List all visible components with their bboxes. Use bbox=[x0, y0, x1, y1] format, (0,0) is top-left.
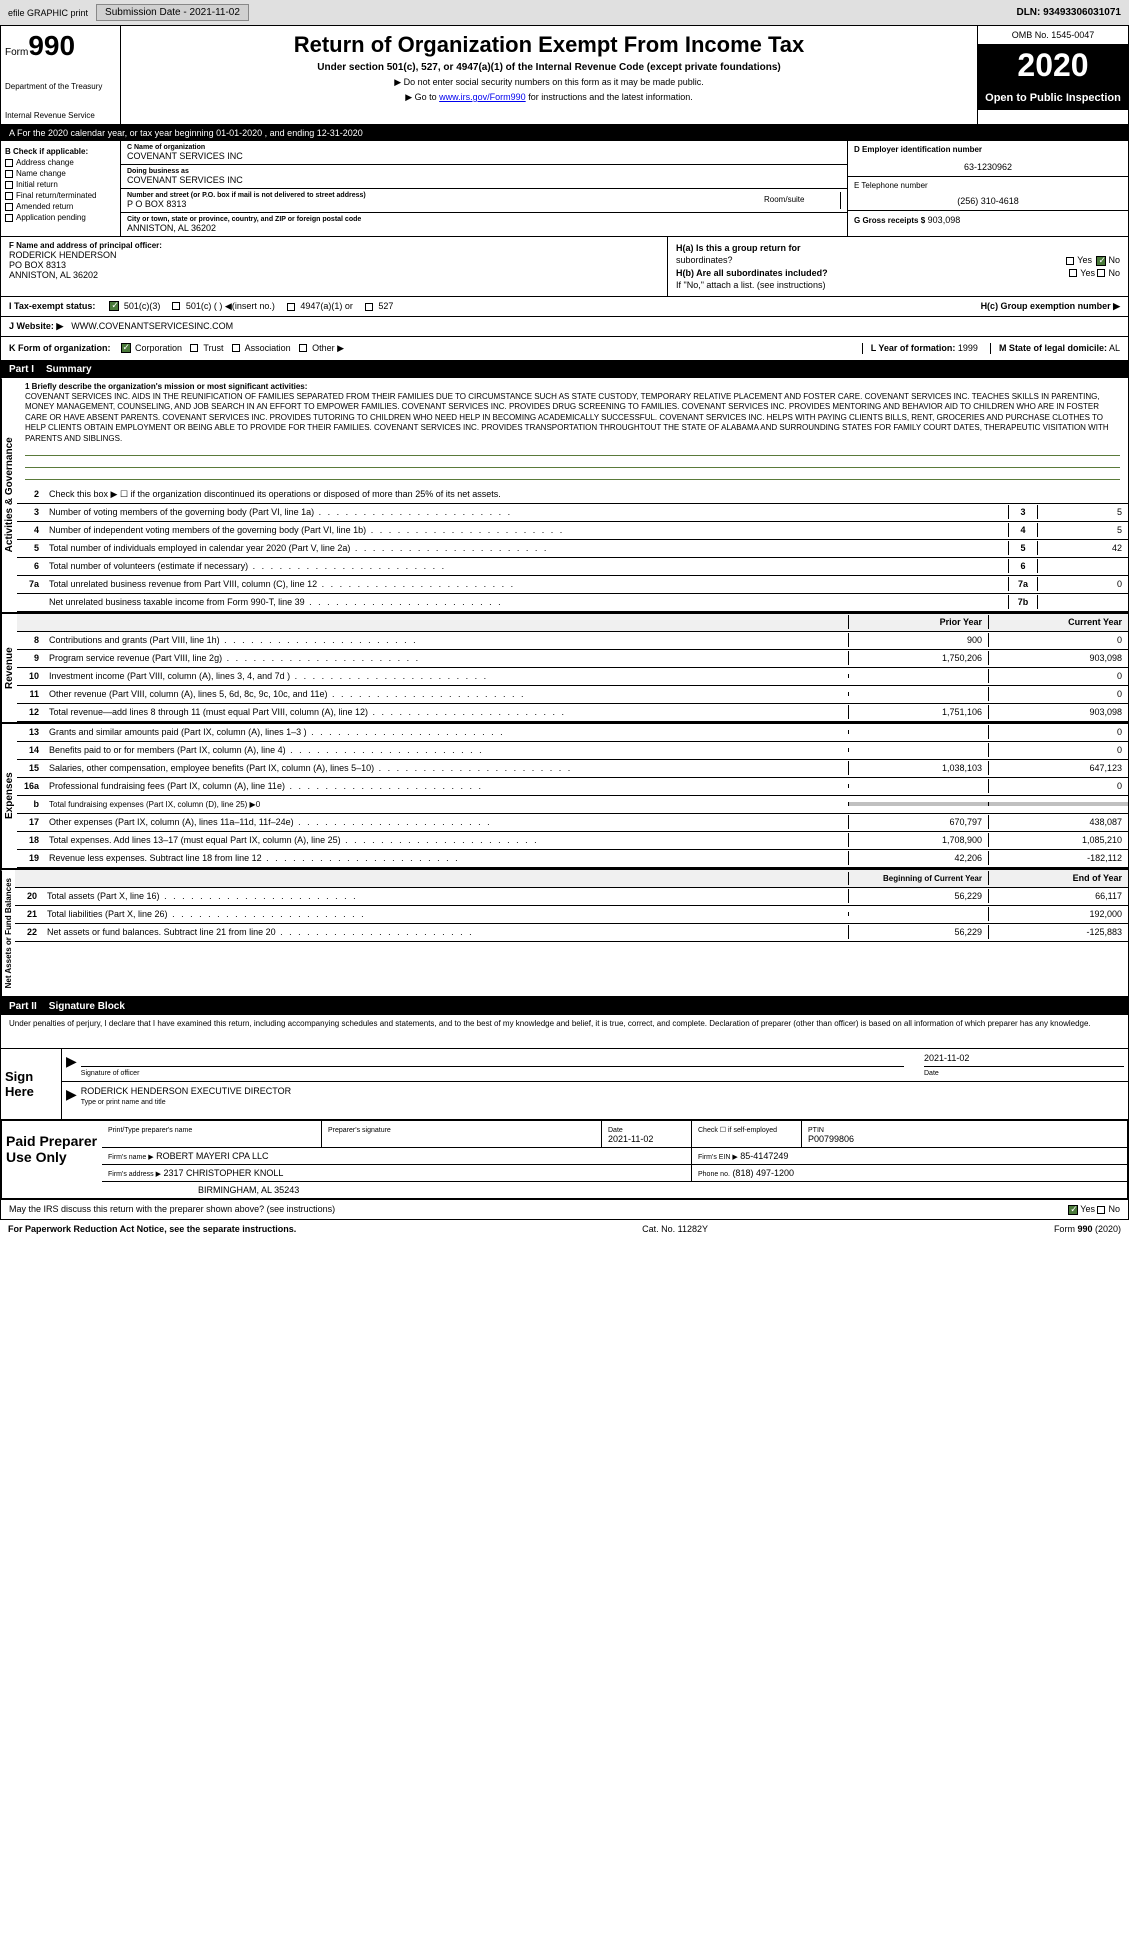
submission-date-button[interactable]: Submission Date - 2021-11-02 bbox=[96, 4, 249, 21]
instr-ssn: ▶ Do not enter social security numbers o… bbox=[127, 77, 971, 88]
form-title: Return of Organization Exempt From Incom… bbox=[127, 32, 971, 58]
officer-label: F Name and address of principal officer: bbox=[9, 241, 659, 250]
efile-label: efile GRAPHIC print bbox=[8, 8, 88, 18]
chk-name[interactable]: Name change bbox=[5, 169, 116, 178]
form-subtitle: Under section 501(c), 527, or 4947(a)(1)… bbox=[127, 62, 971, 73]
data-line: 20Total assets (Part X, line 16)56,22966… bbox=[15, 888, 1128, 906]
mission-label: 1 Briefly describe the organization's mi… bbox=[25, 382, 307, 391]
part1-title: Summary bbox=[46, 364, 92, 375]
footer-right: Form 990 (2020) bbox=[1054, 1224, 1121, 1234]
data-line: bTotal fundraising expenses (Part IX, co… bbox=[17, 796, 1128, 814]
data-line: 15Salaries, other compensation, employee… bbox=[17, 760, 1128, 778]
footer-mid: Cat. No. 11282Y bbox=[642, 1224, 708, 1234]
phone-label: E Telephone number bbox=[854, 181, 1122, 190]
officer-name: RODERICK HENDERSON bbox=[9, 250, 659, 260]
gov-line: 3Number of voting members of the governi… bbox=[17, 504, 1128, 522]
data-line: 12Total revenue—add lines 8 through 11 (… bbox=[17, 704, 1128, 722]
chk-address[interactable]: Address change bbox=[5, 158, 116, 167]
data-line: 19Revenue less expenses. Subtract line 1… bbox=[17, 850, 1128, 868]
phone-value: (256) 310-4618 bbox=[854, 196, 1122, 206]
paid-preparer-label: Paid Preparer Use Only bbox=[2, 1121, 102, 1198]
gov-line: Net unrelated business taxable income fr… bbox=[17, 594, 1128, 612]
declaration: Under penalties of perjury, I declare th… bbox=[1, 1015, 1128, 1032]
city-value: ANNISTON, AL 36202 bbox=[127, 223, 841, 233]
chk-initial[interactable]: Initial return bbox=[5, 180, 116, 189]
gross-label: G Gross receipts $ bbox=[854, 216, 925, 225]
ein-label: D Employer identification number bbox=[854, 145, 1122, 154]
chk-amended[interactable]: Amended return bbox=[5, 202, 116, 211]
ha-no-checked[interactable] bbox=[1096, 256, 1106, 266]
data-line: 21Total liabilities (Part X, line 26)192… bbox=[15, 906, 1128, 924]
data-line: 9Program service revenue (Part VIII, lin… bbox=[17, 650, 1128, 668]
dln-label: DLN: 93493306031071 bbox=[1016, 7, 1121, 18]
form-number: 990 bbox=[28, 30, 75, 61]
chk-pending[interactable]: Application pending bbox=[5, 213, 116, 222]
gov-line: 2Check this box ▶ ☐ if the organization … bbox=[17, 486, 1128, 504]
check-b-label: B Check if applicable: bbox=[5, 147, 116, 156]
data-line: 18Total expenses. Add lines 13–17 (must … bbox=[17, 832, 1128, 850]
room-label: Room/suite bbox=[761, 192, 841, 209]
vert-expenses: Expenses bbox=[1, 724, 17, 868]
open-inspection: Open to Public Inspection bbox=[978, 86, 1128, 110]
instr-link-row: ▶ Go to www.irs.gov/Form990 for instruct… bbox=[127, 92, 971, 103]
dept-irs: Internal Revenue Service bbox=[5, 111, 116, 120]
discuss-label: May the IRS discuss this return with the… bbox=[9, 1204, 335, 1215]
data-line: 10Investment income (Part VIII, column (… bbox=[17, 668, 1128, 686]
chk-corp[interactable] bbox=[121, 343, 131, 353]
period-line: A For the 2020 calendar year, or tax yea… bbox=[1, 125, 1128, 141]
part2-title: Signature Block bbox=[49, 1001, 125, 1012]
tax-status-label: I Tax-exempt status: bbox=[9, 301, 95, 311]
officer-addr2: ANNISTON, AL 36202 bbox=[9, 270, 659, 280]
city-label: City or town, state or province, country… bbox=[127, 216, 841, 223]
chk-501c3[interactable] bbox=[109, 301, 119, 311]
website-value: WWW.COVENANTSERVICESINC.COM bbox=[71, 321, 233, 332]
tax-year: 2020 bbox=[978, 45, 1128, 86]
gross-value: 903,098 bbox=[928, 215, 961, 225]
footer-left: For Paperwork Reduction Act Notice, see … bbox=[8, 1224, 296, 1234]
gov-line: 5Total number of individuals employed in… bbox=[17, 540, 1128, 558]
org-name-label: C Name of organization bbox=[127, 144, 841, 151]
dept-treasury: Department of the Treasury bbox=[5, 82, 116, 91]
chk-final[interactable]: Final return/terminated bbox=[5, 191, 116, 200]
data-line: 14Benefits paid to or for members (Part … bbox=[17, 742, 1128, 760]
addr-value: P O BOX 8313 bbox=[127, 199, 761, 209]
form-prefix: Form bbox=[5, 47, 28, 58]
omb-number: OMB No. 1545-0047 bbox=[978, 26, 1128, 45]
data-line: 22Net assets or fund balances. Subtract … bbox=[15, 924, 1128, 942]
data-line: 17Other expenses (Part IX, column (A), l… bbox=[17, 814, 1128, 832]
data-line: 8Contributions and grants (Part VIII, li… bbox=[17, 632, 1128, 650]
officer-addr1: PO BOX 8313 bbox=[9, 260, 659, 270]
irs-link[interactable]: www.irs.gov/Form990 bbox=[439, 92, 526, 102]
mission-text: COVENANT SERVICES INC. AIDS IN THE REUNI… bbox=[25, 392, 1109, 443]
gov-line: 7aTotal unrelated business revenue from … bbox=[17, 576, 1128, 594]
addr-label: Number and street (or P.O. box if mail i… bbox=[127, 192, 761, 199]
dba-label: Doing business as bbox=[127, 168, 841, 175]
gov-line: 4Number of independent voting members of… bbox=[17, 522, 1128, 540]
data-line: 11Other revenue (Part VIII, column (A), … bbox=[17, 686, 1128, 704]
vert-net: Net Assets or Fund Balances bbox=[1, 870, 15, 996]
data-line: 16aProfessional fundraising fees (Part I… bbox=[17, 778, 1128, 796]
vert-revenue: Revenue bbox=[1, 614, 17, 722]
org-name: COVENANT SERVICES INC bbox=[127, 151, 841, 161]
part2-hdr: Part II bbox=[9, 1001, 49, 1012]
discuss-yes[interactable] bbox=[1068, 1205, 1078, 1215]
form-org-label: K Form of organization: bbox=[9, 343, 111, 354]
gov-line: 6Total number of volunteers (estimate if… bbox=[17, 558, 1128, 576]
vert-governance: Activities & Governance bbox=[1, 378, 17, 612]
ein-value: 63-1230962 bbox=[854, 162, 1122, 172]
data-line: 13Grants and similar amounts paid (Part … bbox=[17, 724, 1128, 742]
dba-value: COVENANT SERVICES INC bbox=[127, 175, 841, 185]
part1-hdr: Part I bbox=[9, 364, 46, 375]
sign-here-label: Sign Here bbox=[1, 1049, 61, 1119]
website-label: J Website: ▶ bbox=[9, 321, 63, 332]
